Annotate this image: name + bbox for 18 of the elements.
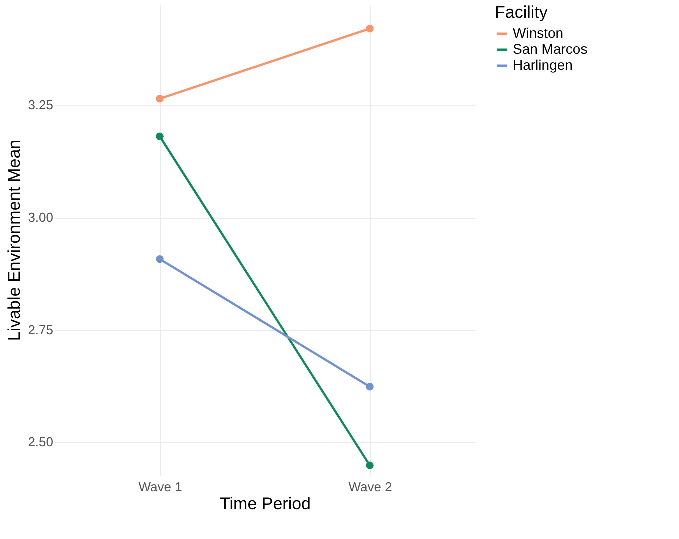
- legend-title: Facility: [495, 3, 548, 22]
- x-tick-label: Wave 1: [138, 480, 182, 494]
- point: [156, 132, 164, 141]
- y-tick-label: 2.50: [28, 434, 54, 450]
- point: [366, 24, 374, 33]
- point: [366, 383, 374, 391]
- y-tick-label: 3.25: [28, 98, 54, 113]
- legend-label: Winston: [513, 25, 564, 41]
- y-axis-title: Livable Environment Mean: [5, 140, 24, 342]
- y-tick-label: 2.75: [28, 322, 54, 338]
- point: [156, 255, 164, 264]
- y-tick-label: 3.00: [28, 210, 54, 226]
- point: [156, 95, 164, 103]
- x-tick-label: Wave 2: [348, 480, 392, 494]
- x-axis-title: Time Period: [220, 494, 312, 514]
- legend-label: Harlingen: [513, 57, 573, 73]
- point: [366, 462, 374, 470]
- legend-label: San Marcos: [513, 41, 588, 57]
